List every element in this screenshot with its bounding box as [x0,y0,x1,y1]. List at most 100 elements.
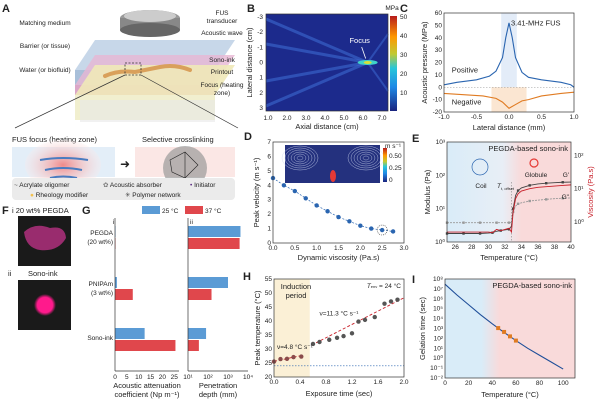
streamline [296,155,304,161]
background-regions [445,279,575,378]
y-tick-label: 10⁷ [433,286,443,293]
y-tick-label: 50 [265,290,273,297]
data-point [362,317,368,323]
data-point [561,181,564,184]
y-tick-label: 2 [259,90,263,97]
x-axis-label: Dynamic viscosity (Pa.s) [298,253,380,262]
y-tick-label: 10⁻² [430,375,444,382]
y-tick-label: 20 [265,374,273,381]
y-tick-label: 5 [267,168,271,175]
focus-annotation: Focus [349,36,370,45]
highlight-circle [376,224,388,236]
plot-frame [444,278,576,379]
x-tick-label: 2.5 [378,245,387,252]
beam-path [265,17,369,64]
x-tick-label: 0.0 [268,245,277,252]
data-point [369,226,374,231]
label-f-i: i 20 wt% PEGDA [12,206,69,215]
y-tick-label: 20 [435,60,443,67]
svg-text:Matching medium: Matching medium [19,20,70,27]
panel-letter-a: A [2,3,10,15]
data-point [372,314,377,320]
y-tick-label: 40 [265,318,273,325]
plot-frame [443,12,575,113]
data-point [347,219,352,224]
rate-label-2: ν=11.3 °C s⁻¹ [320,309,360,317]
annotation-fus: 3.41-MHz FUS [511,18,561,27]
env-temp-env_value: = 24 °C [377,282,401,290]
data-point [382,301,387,306]
subplot-label: i [113,219,114,226]
plot-frame [273,278,405,378]
x-tick-label: 20 [465,380,473,387]
bar [188,277,228,288]
streamline [293,153,307,163]
x-tick-label: 2.0 [356,245,365,252]
inset-colorbar-tick: 0.50 [389,153,402,160]
data-point [478,221,482,224]
y-tick-label: 10¹ [434,345,444,352]
beam-path [265,42,368,64]
svg-text:✳ Polymer network: ✳ Polymer network [125,191,181,199]
y-tick-label: 10 [435,72,443,79]
legend-label: 37 °C [205,207,222,215]
focus-spot-core [363,61,372,64]
legend-label: 25 °C [162,207,179,215]
y-tick-label: 40 [435,35,443,42]
data-point [336,214,341,220]
panel-a: A Matching medium Barrier (or tissue) Wa… [2,3,244,200]
x-tick-label: 1.0 [569,114,578,121]
y-tick-label: 3 [259,105,263,112]
x-axis-label: Exposure time (sec) [306,389,373,398]
label-fus-transducer: FUS transducer [206,10,238,25]
label-g-double-prime: G" [562,194,570,201]
colorbar-tick: 40 [400,33,408,40]
x-axis-label: Temperature (°C) [480,253,538,262]
y-tick-label: 1 [267,226,271,233]
streamline [359,153,373,163]
x-tick-label: 1.0 [263,115,272,122]
x-tick-label: 10⁴ [243,374,253,381]
data-point [390,229,396,234]
data-point [317,339,322,345]
data-point [502,329,507,334]
x-tick-label: 0.5 [290,245,299,252]
annotation-coil: Coil [475,183,487,190]
data-point [395,297,400,302]
inset-colorbar [383,148,387,182]
x-tick-label: 80 [536,380,544,387]
y-axis-label: Acoustic pressure (MPa) [420,21,429,104]
data-point [291,354,296,360]
pegda-print [24,225,66,251]
y-tick-label: 35 [265,332,273,339]
data-point [496,326,501,331]
legend-swatch [185,206,203,214]
y-tick-label: 45 [265,304,273,311]
coil-icon [471,158,489,176]
svg-text:~ Acrylate oligomer: ~ Acrylate oligomer [14,182,70,189]
y-tick-label: 10⁵ [433,306,443,313]
panel-letter: I [412,274,415,286]
x-axis-label: Axial distance (cm) [295,122,359,131]
beam-path [265,61,368,83]
focus-box [124,62,142,76]
label-sono-ink: Sono-ink [209,57,235,64]
legend-polymer-network: Polymer network [132,192,181,199]
y-tick-label: 10⁻¹ [430,365,444,372]
colorbar [390,16,397,111]
x-tick-label: 10 [135,374,143,381]
highlight-band-positive [501,13,517,88]
x-tick-label: 1.6 [373,379,382,386]
streamline [350,147,382,169]
label-g-prime: G' [563,172,569,179]
panel-letter: G [82,205,91,217]
data-point [314,203,319,208]
series-line [447,181,572,234]
data-point [334,335,340,340]
beam-path [265,61,369,108]
x-tick-label: 100 [558,380,569,387]
y-tick-label: 0 [438,84,442,91]
category-label: (20 wt%) [87,239,113,246]
y-tick-label: 30 [435,47,443,54]
data-point [508,334,512,339]
